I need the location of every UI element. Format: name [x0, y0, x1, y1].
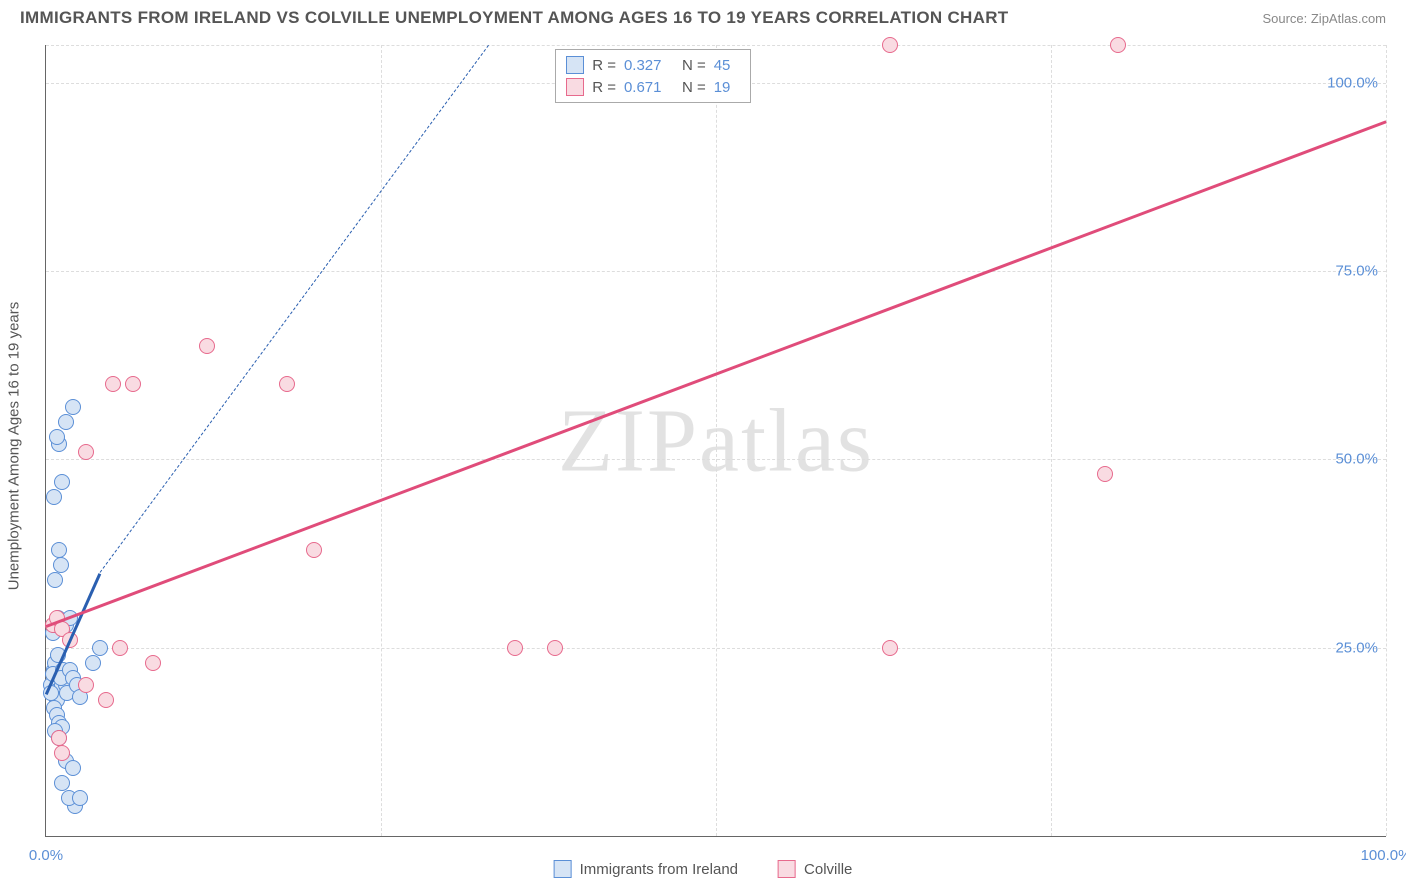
data-point: [199, 338, 215, 354]
data-point: [47, 572, 63, 588]
data-point: [65, 760, 81, 776]
gridline-v: [1386, 45, 1387, 836]
bottom-legend: Immigrants from Ireland Colville: [554, 860, 853, 878]
legend-r-value: 0.327: [624, 57, 674, 74]
data-point: [125, 376, 141, 392]
data-point: [51, 730, 67, 746]
legend-r-label: R =: [592, 79, 616, 96]
gridline-v: [1051, 45, 1052, 836]
legend-row: R = 0.327 N = 45: [566, 54, 740, 76]
legend-n-label: N =: [682, 57, 706, 74]
chart-title: IMMIGRANTS FROM IRELAND VS COLVILLE UNEM…: [20, 8, 1008, 28]
x-tick-label: 0.0%: [29, 847, 63, 864]
data-point: [145, 655, 161, 671]
data-point: [547, 640, 563, 656]
data-point: [1110, 37, 1126, 53]
data-point: [306, 542, 322, 558]
data-point: [54, 745, 70, 761]
data-point: [46, 489, 62, 505]
legend-r-label: R =: [592, 57, 616, 74]
legend-swatch: [554, 860, 572, 878]
legend-n-label: N =: [682, 79, 706, 96]
title-bar: IMMIGRANTS FROM IRELAND VS COLVILLE UNEM…: [0, 0, 1406, 32]
scatter-chart: ZIPatlas 25.0%50.0%75.0%100.0%0.0%100.0%…: [45, 45, 1386, 837]
gridline-v: [716, 45, 717, 836]
y-tick-label: 75.0%: [1335, 263, 1378, 280]
data-point: [78, 444, 94, 460]
legend-label: Immigrants from Ireland: [580, 861, 738, 878]
data-point: [53, 557, 69, 573]
data-point: [85, 655, 101, 671]
data-point: [58, 414, 74, 430]
data-point: [78, 677, 94, 693]
bottom-legend-item: Immigrants from Ireland: [554, 860, 738, 878]
y-tick-label: 50.0%: [1335, 451, 1378, 468]
legend-swatch: [778, 860, 796, 878]
legend-label: Colville: [804, 861, 852, 878]
data-point: [92, 640, 108, 656]
y-tick-label: 100.0%: [1327, 74, 1378, 91]
data-point: [65, 399, 81, 415]
data-point: [51, 542, 67, 558]
x-tick-label: 100.0%: [1361, 847, 1406, 864]
legend-swatch: [566, 78, 584, 96]
trend-line: [99, 45, 488, 573]
data-point: [882, 37, 898, 53]
data-point: [54, 474, 70, 490]
data-point: [54, 775, 70, 791]
data-point: [105, 376, 121, 392]
gridline-v: [381, 45, 382, 836]
data-point: [507, 640, 523, 656]
data-point: [72, 790, 88, 806]
data-point: [882, 640, 898, 656]
legend-r-value: 0.671: [624, 79, 674, 96]
source-label: Source: ZipAtlas.com: [1262, 11, 1386, 26]
data-point: [98, 692, 114, 708]
y-tick-label: 25.0%: [1335, 639, 1378, 656]
data-point: [112, 640, 128, 656]
legend-row: R = 0.671 N = 19: [566, 76, 740, 98]
data-point: [1097, 466, 1113, 482]
data-point: [49, 429, 65, 445]
bottom-legend-item: Colville: [778, 860, 852, 878]
correlation-legend: R = 0.327 N = 45 R = 0.671 N = 19: [555, 49, 751, 103]
legend-swatch: [566, 56, 584, 74]
legend-n-value: 19: [714, 79, 740, 96]
data-point: [279, 376, 295, 392]
y-axis-label: Unemployment Among Ages 16 to 19 years: [6, 302, 23, 591]
legend-n-value: 45: [714, 57, 740, 74]
